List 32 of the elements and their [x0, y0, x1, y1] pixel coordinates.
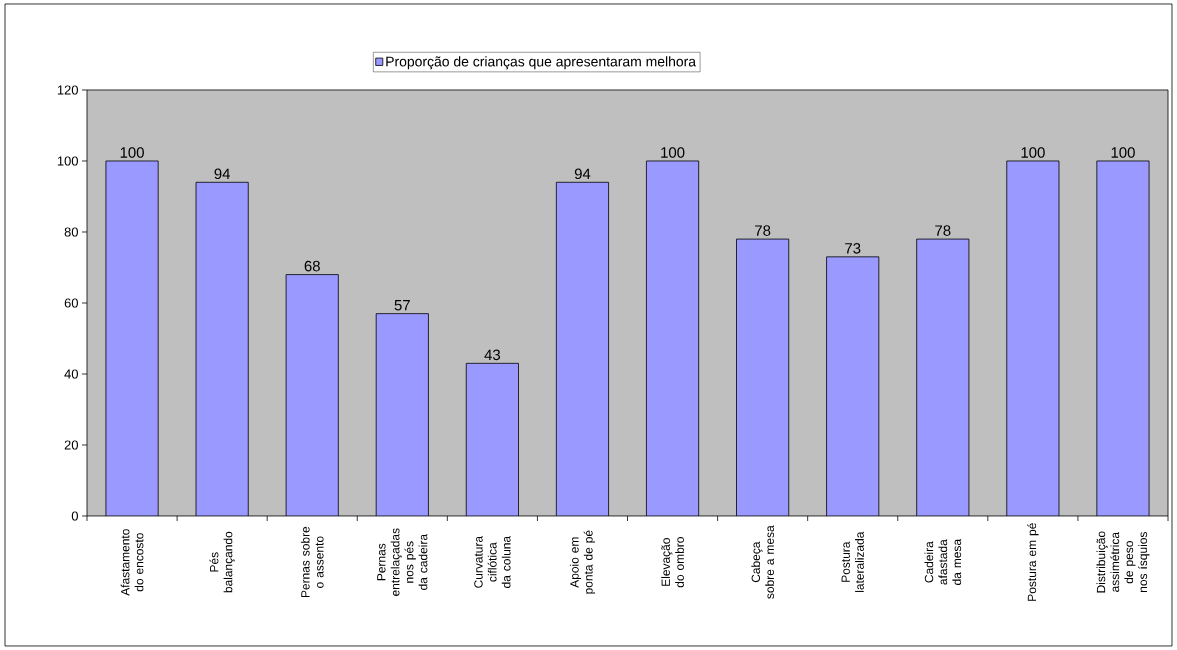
- x-tick-label: Cabeça sobre a mesa: [751, 525, 774, 599]
- data-label: 100: [1021, 147, 1045, 158]
- data-label: 68: [304, 260, 320, 272]
- y-tick-label: 60: [64, 298, 78, 308]
- x-tick-label: Pernas entrelaçadas nos pés da cadeira: [377, 528, 428, 596]
- x-tick-label: Afastamento do encosto: [120, 529, 144, 596]
- data-label: 78: [755, 225, 771, 236]
- x-tick-label: Cadeira afastada da mesa: [924, 538, 962, 585]
- y-tick-label: 40: [64, 369, 78, 379]
- data-label: 100: [661, 147, 685, 158]
- data-label: 78: [935, 225, 951, 236]
- x-tick-label: Postura em pé: [1027, 523, 1039, 601]
- data-label: 43: [484, 349, 501, 361]
- legend-label: Proporção de crianças que apresentaram melhora: [386, 56, 697, 70]
- x-tick-label: Elevação do ombro: [661, 537, 684, 588]
- x-tick-label: Pés balançando: [209, 531, 235, 593]
- y-tick-label: 0: [71, 511, 78, 521]
- x-tick-label: Apoio em ponta de pé: [569, 530, 596, 594]
- x-tick-label: Distribuição assimétrica de peso nos ísquios: [1096, 531, 1150, 593]
- data-label: 73: [845, 243, 861, 254]
- y-tick-label: 20: [64, 440, 78, 450]
- y-tick-label: 80: [64, 227, 78, 237]
- data-label: 100: [120, 147, 144, 158]
- y-tick-label: 100: [57, 156, 78, 166]
- x-tick-label: Pernas sobre o assento: [300, 526, 324, 598]
- y-tick-label: 120: [57, 85, 78, 95]
- data-label: 94: [574, 168, 591, 180]
- x-tick-label: Curvatura ciflótica da coluna: [474, 535, 511, 588]
- x-tick-label: Postura lateralizada: [841, 531, 864, 592]
- data-label: 57: [394, 300, 410, 311]
- data-label: 100: [1111, 147, 1135, 158]
- data-label: 94: [214, 168, 231, 180]
